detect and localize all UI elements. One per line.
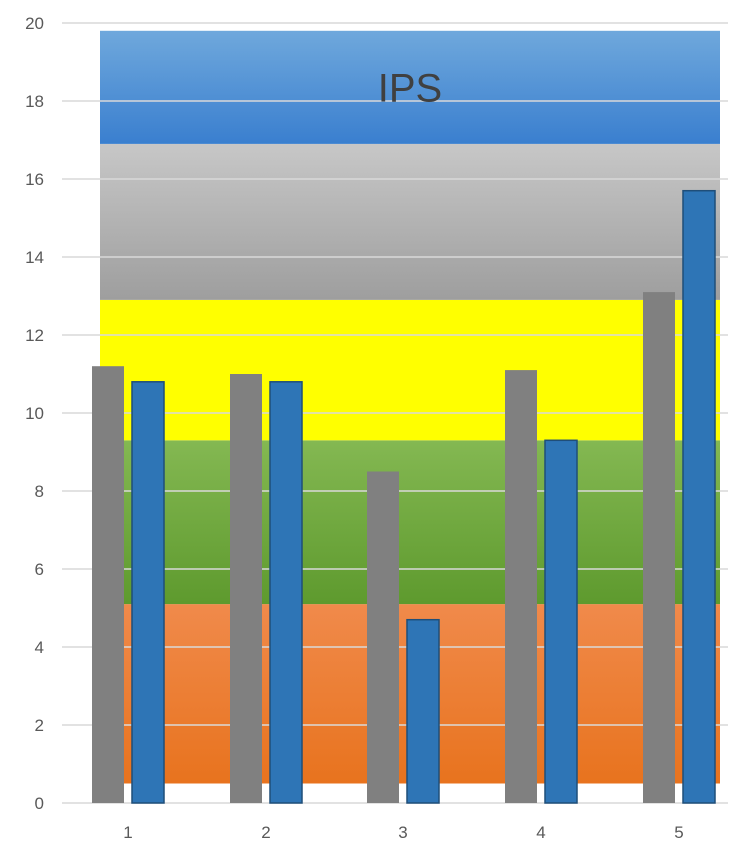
y-tick-label: 14 bbox=[25, 248, 44, 267]
y-tick-label: 6 bbox=[35, 560, 44, 579]
bar-series2-1 bbox=[131, 381, 165, 804]
x-tick-label: 4 bbox=[536, 823, 545, 842]
bands-layer bbox=[100, 30, 720, 784]
bar-series1-3 bbox=[367, 471, 399, 803]
y-tick-label: 10 bbox=[25, 404, 44, 423]
band-4 bbox=[100, 30, 720, 144]
y-tick-label: 20 bbox=[25, 14, 44, 33]
y-tick-label: 2 bbox=[35, 716, 44, 735]
bar-series2-3 bbox=[406, 618, 440, 804]
bar-series2-2 bbox=[269, 381, 303, 804]
y-tick-label: 4 bbox=[35, 638, 44, 657]
band-2 bbox=[100, 299, 720, 441]
y-tick-label: 18 bbox=[25, 92, 44, 111]
labels-layer: IPS bbox=[378, 66, 442, 110]
bar-series2-5 bbox=[682, 189, 716, 804]
x-tick-label: 1 bbox=[123, 823, 132, 842]
bars-layer bbox=[92, 189, 716, 804]
bar-series1-5 bbox=[643, 292, 675, 803]
y-tick-label: 16 bbox=[25, 170, 44, 189]
band-label: IPS bbox=[378, 66, 442, 110]
bar-series1-2 bbox=[230, 374, 262, 803]
bar-series1-1 bbox=[92, 366, 124, 803]
band-3 bbox=[100, 143, 720, 300]
y-tick-label: 12 bbox=[25, 326, 44, 345]
band-1 bbox=[100, 440, 720, 605]
bar-series2-4 bbox=[544, 439, 578, 804]
bar-series1-4 bbox=[505, 370, 537, 803]
x-tick-label: 3 bbox=[398, 823, 407, 842]
y-tick-label: 8 bbox=[35, 482, 44, 501]
y-tick-label: 0 bbox=[35, 794, 44, 813]
x-tick-label: 2 bbox=[261, 823, 270, 842]
x-tick-label: 5 bbox=[674, 823, 683, 842]
